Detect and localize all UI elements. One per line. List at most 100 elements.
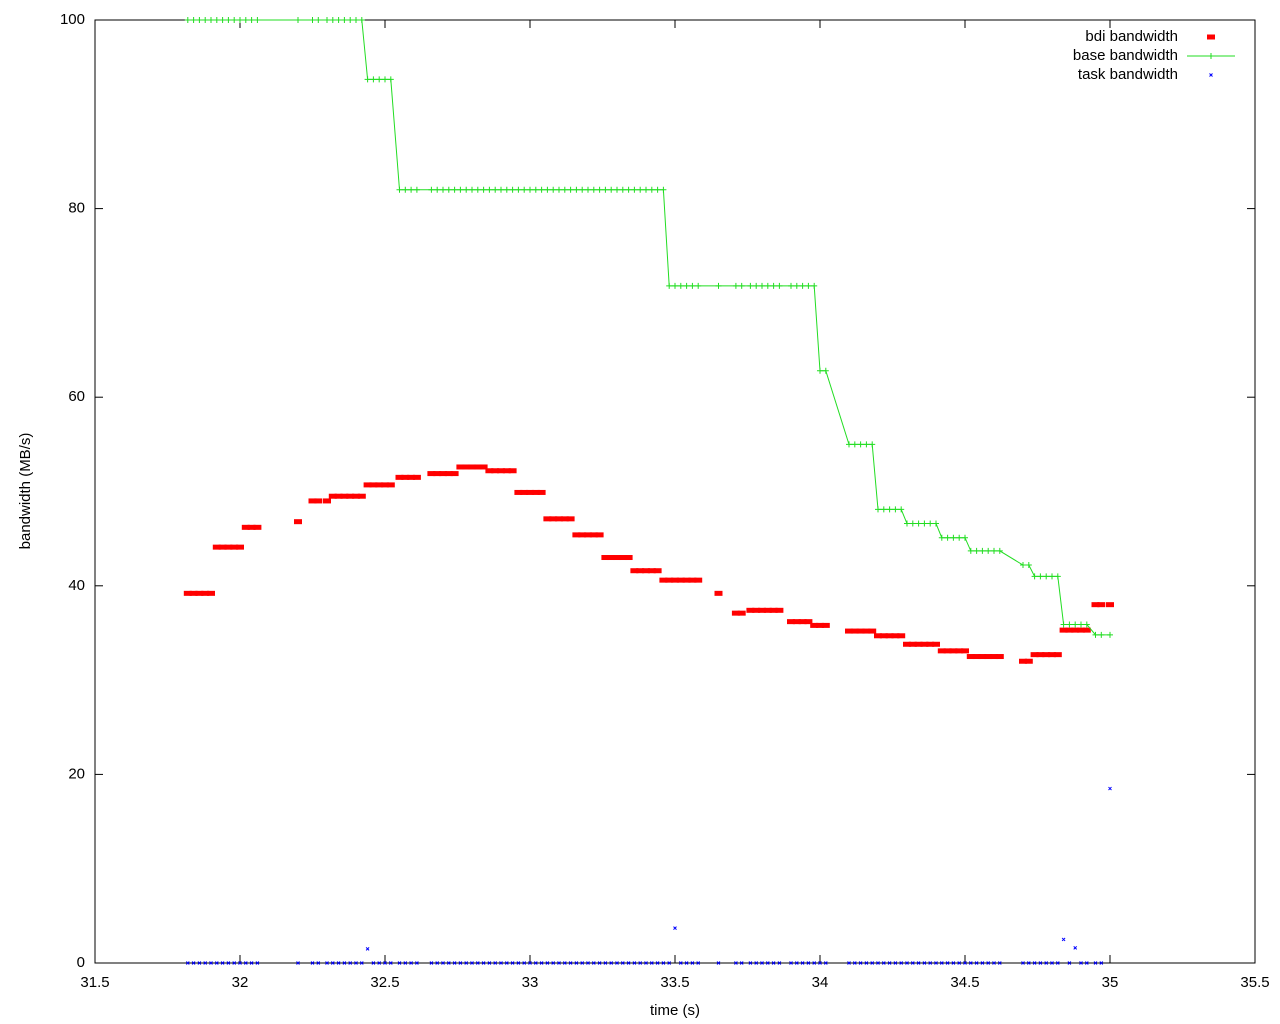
point bbox=[196, 17, 203, 23]
x-tick-label: 35.5 bbox=[1240, 974, 1269, 991]
point bbox=[462, 464, 471, 470]
point bbox=[659, 577, 668, 583]
point bbox=[966, 654, 975, 660]
point bbox=[585, 186, 591, 193]
point bbox=[493, 961, 498, 965]
point bbox=[1026, 961, 1031, 965]
point bbox=[891, 633, 900, 639]
point bbox=[352, 493, 360, 499]
point bbox=[648, 186, 655, 193]
point bbox=[381, 482, 389, 488]
point bbox=[522, 961, 527, 965]
point bbox=[473, 464, 482, 470]
point bbox=[403, 961, 408, 965]
point bbox=[851, 441, 858, 448]
point bbox=[862, 628, 871, 634]
point bbox=[579, 186, 586, 193]
point bbox=[348, 961, 353, 965]
point bbox=[242, 17, 249, 23]
y-tick-label: 100 bbox=[60, 11, 85, 28]
point bbox=[537, 489, 546, 495]
point bbox=[643, 186, 649, 193]
point bbox=[619, 186, 626, 193]
point bbox=[397, 961, 402, 965]
point bbox=[892, 506, 899, 513]
point bbox=[1065, 627, 1074, 633]
x-tick-label: 31.5 bbox=[80, 974, 109, 991]
point bbox=[1053, 652, 1062, 658]
point bbox=[696, 961, 701, 965]
point bbox=[315, 17, 322, 23]
point bbox=[219, 17, 226, 23]
point bbox=[671, 577, 679, 583]
point bbox=[624, 555, 633, 561]
point bbox=[737, 610, 746, 616]
point bbox=[224, 544, 233, 550]
point bbox=[636, 568, 645, 574]
point bbox=[915, 520, 922, 527]
point bbox=[1060, 621, 1067, 628]
point bbox=[334, 493, 343, 499]
point bbox=[396, 186, 403, 193]
point bbox=[694, 577, 703, 583]
point bbox=[237, 17, 243, 23]
point bbox=[434, 186, 441, 193]
point bbox=[793, 282, 800, 289]
x-axis-label: time (s) bbox=[650, 1002, 700, 1019]
point bbox=[789, 961, 793, 965]
point bbox=[357, 493, 366, 499]
x-tick-label: 33.5 bbox=[660, 974, 689, 991]
point bbox=[1019, 658, 1027, 664]
point bbox=[887, 961, 892, 965]
point bbox=[667, 961, 672, 965]
point bbox=[197, 961, 202, 965]
point bbox=[945, 961, 950, 965]
point bbox=[503, 186, 510, 193]
point bbox=[342, 961, 347, 965]
point bbox=[715, 282, 722, 289]
point bbox=[538, 186, 545, 193]
point bbox=[615, 961, 619, 965]
point bbox=[296, 961, 300, 965]
point bbox=[863, 441, 870, 448]
point bbox=[294, 519, 302, 525]
legend-swatch bbox=[1208, 53, 1214, 59]
point bbox=[874, 633, 882, 639]
point bbox=[382, 76, 388, 83]
point bbox=[409, 961, 413, 965]
point bbox=[800, 961, 805, 965]
point bbox=[464, 961, 469, 965]
point bbox=[944, 534, 951, 541]
point bbox=[992, 961, 996, 965]
point bbox=[584, 532, 592, 538]
point bbox=[638, 961, 643, 965]
point bbox=[212, 544, 221, 550]
point bbox=[226, 961, 231, 965]
point bbox=[661, 961, 666, 965]
point bbox=[943, 648, 952, 654]
point bbox=[1083, 621, 1090, 628]
point bbox=[850, 628, 859, 634]
point bbox=[225, 17, 232, 23]
point bbox=[673, 926, 677, 930]
point bbox=[821, 622, 830, 628]
point bbox=[383, 961, 387, 965]
point bbox=[485, 468, 494, 474]
point bbox=[1044, 961, 1049, 965]
point bbox=[927, 520, 934, 527]
point bbox=[185, 961, 190, 965]
point bbox=[208, 17, 214, 23]
point bbox=[732, 282, 739, 289]
point bbox=[214, 961, 219, 965]
point bbox=[492, 186, 499, 193]
point bbox=[1098, 631, 1105, 638]
point bbox=[520, 489, 529, 495]
point bbox=[603, 961, 608, 965]
point bbox=[881, 961, 886, 965]
point bbox=[916, 961, 921, 965]
point bbox=[951, 961, 956, 965]
point bbox=[632, 961, 637, 965]
point bbox=[248, 17, 255, 23]
point bbox=[369, 482, 378, 488]
point bbox=[364, 76, 371, 83]
